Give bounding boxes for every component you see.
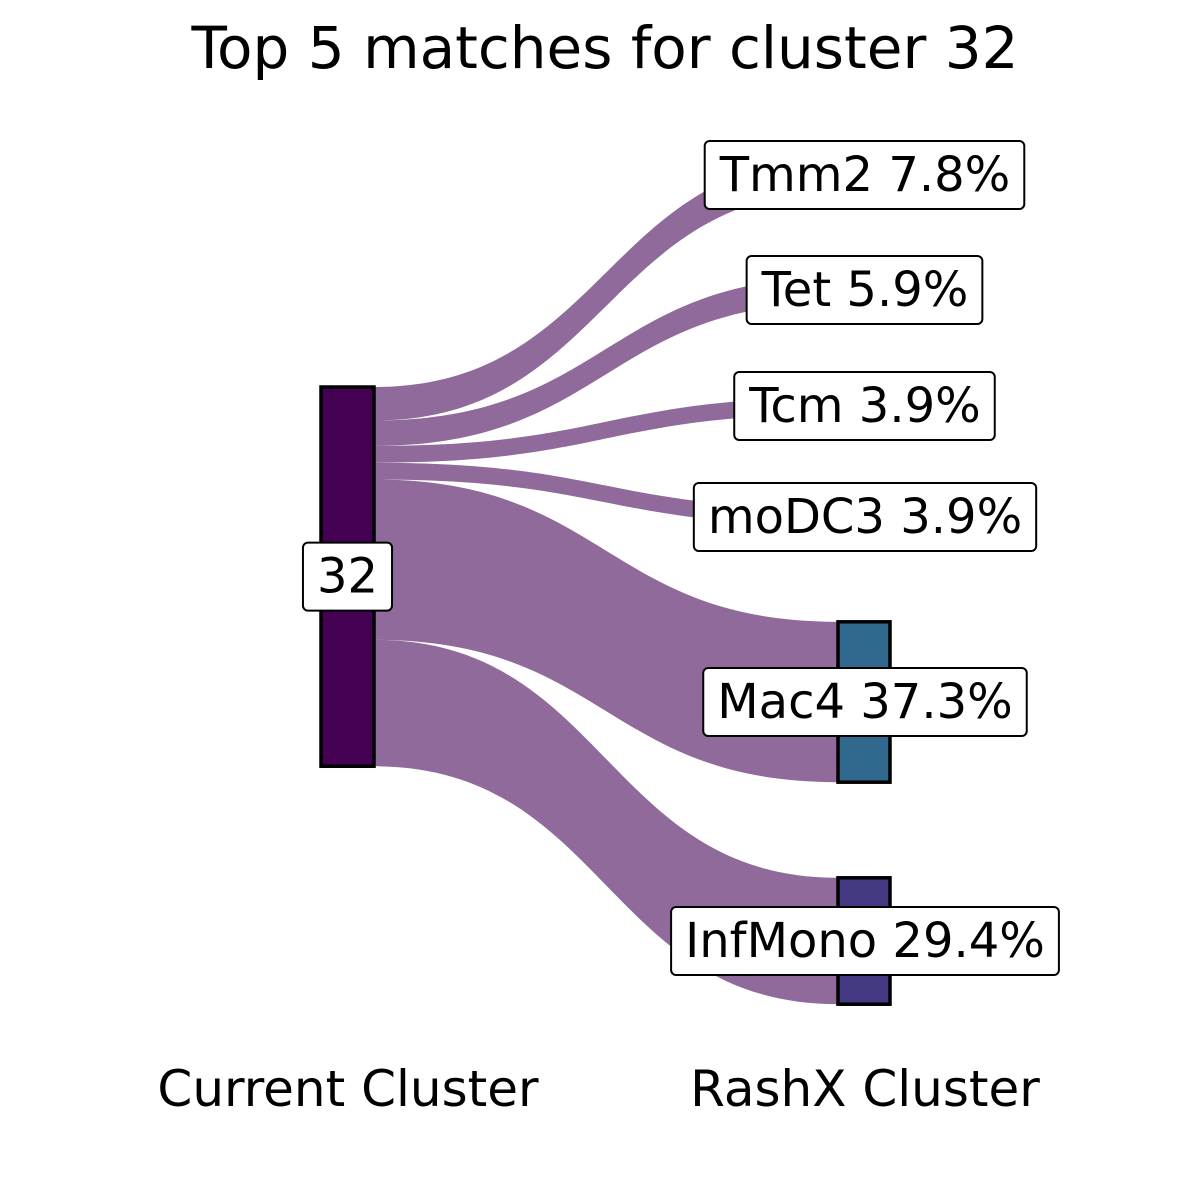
- target-label-infmono: InfMono 29.4%: [670, 906, 1060, 976]
- chart-title: Top 5 matches for cluster 32: [190, 14, 1018, 82]
- labels-layer: 32 Tmm2 7.8% Tet 5.9% Tcm 3.9% moDC3 3.9% Mac…: [301, 140, 1060, 976]
- source-axis-label: Current Cluster: [157, 1060, 539, 1118]
- target-label-tmm2: Tmm2 7.8%: [703, 140, 1026, 210]
- target-label-mac4: Mac4 37.3%: [702, 667, 1028, 737]
- flow-link-tmm2: [374, 158, 838, 421]
- source-node-label-text: 32: [317, 549, 378, 605]
- target-label-modc3: moDC3 3.9%: [692, 482, 1038, 552]
- target-label-tmm2-text: Tmm2 7.8%: [719, 147, 1011, 203]
- target-label-tcm: Tcm 3.9%: [733, 371, 996, 441]
- target-label-mac4-text: Mac4 37.3%: [717, 674, 1013, 730]
- flow-link-tet: [374, 277, 838, 446]
- target-label-tcm-text: Tcm 3.9%: [748, 378, 981, 434]
- target-label-tet-text: Tet 5.9%: [761, 262, 969, 318]
- target-label-infmono-text: InfMono 29.4%: [685, 913, 1045, 969]
- flow-link-tcm: [374, 397, 838, 463]
- source-node-label: 32: [301, 541, 394, 612]
- target-label-tet: Tet 5.9%: [745, 255, 984, 325]
- target-axis-label: RashX Cluster: [690, 1060, 1040, 1118]
- target-label-modc3-text: moDC3 3.9%: [708, 489, 1022, 545]
